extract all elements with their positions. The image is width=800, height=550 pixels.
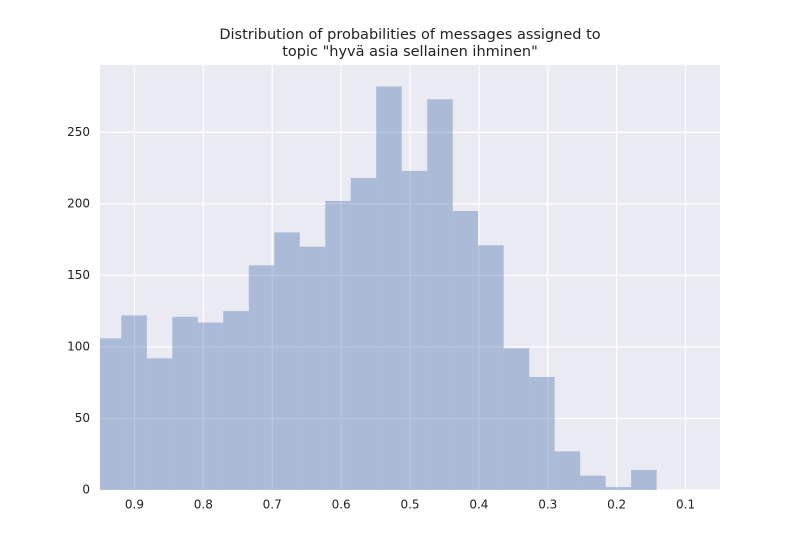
bar [401, 170, 428, 490]
bar [100, 338, 122, 490]
bar [274, 232, 300, 490]
bar [580, 475, 606, 490]
bar [325, 200, 351, 490]
x-tick-label: 0.3 [538, 498, 557, 512]
y-tick-label: 200 [67, 196, 90, 210]
bar [631, 469, 657, 490]
bar [529, 376, 555, 490]
y-tick-label: 0 [82, 483, 90, 497]
x-tick-label: 0.8 [194, 498, 213, 512]
y-tick-label: 150 [67, 268, 90, 282]
bar [146, 358, 173, 490]
x-tick-label: 0.2 [607, 498, 626, 512]
bar [248, 265, 275, 490]
bar [299, 246, 326, 490]
x-tick-label: 0.5 [400, 498, 419, 512]
bar [223, 311, 249, 490]
x-tick-label: 0.9 [125, 498, 144, 512]
bar [554, 451, 581, 490]
bar [350, 178, 377, 490]
bar [172, 316, 198, 490]
bar [121, 315, 147, 490]
x-tick-label: 0.1 [676, 498, 695, 512]
x-tick-label: 0.6 [332, 498, 351, 512]
y-tick-label: 50 [75, 411, 90, 425]
bar [605, 487, 632, 490]
chart-title: Distribution of probabilities of message… [219, 27, 600, 43]
bar [503, 348, 530, 490]
y-tick-label: 100 [67, 339, 90, 353]
y-tick-label: 250 [67, 125, 90, 139]
x-tick-label: 0.4 [469, 498, 488, 512]
bar [452, 210, 479, 490]
bar [197, 322, 224, 490]
chart-title: topic "hyvä asia sellainen ihminen" [282, 44, 538, 60]
bar [427, 99, 453, 490]
x-tick-label: 0.7 [263, 498, 282, 512]
bar [376, 86, 402, 490]
bar [478, 245, 504, 490]
